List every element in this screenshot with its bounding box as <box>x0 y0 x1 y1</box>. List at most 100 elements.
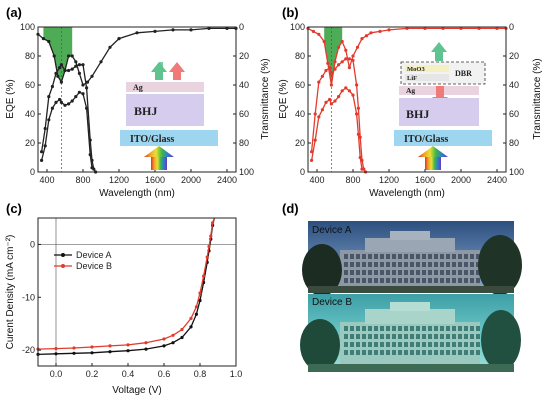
device-photos: Device A Device B <box>300 221 522 372</box>
facade-window <box>404 326 408 331</box>
data-point <box>67 102 71 106</box>
photo-device-b: Device B <box>300 294 521 372</box>
facade-window <box>440 262 444 267</box>
facade-window <box>440 326 444 331</box>
data-point <box>194 305 198 309</box>
data-point <box>328 97 332 102</box>
x-tick-label: 0.4 <box>122 369 135 379</box>
data-point <box>43 144 47 148</box>
data-point <box>311 29 315 33</box>
facade-window <box>464 262 468 267</box>
data-point <box>70 99 74 103</box>
x-tick-label: 1200 <box>379 175 399 185</box>
eqe-transmittance-chart-b: 400 800 1200 1600 2000 2400 0 20 40 60 80 100 0 20 4… <box>278 22 543 199</box>
facade-window <box>380 342 384 347</box>
data-point <box>67 54 71 58</box>
data-point <box>351 93 355 97</box>
legend: Device A Device B <box>54 250 112 271</box>
data-point <box>85 86 89 90</box>
facade-window <box>464 334 468 339</box>
data-point <box>356 132 360 136</box>
jv-series-device-b <box>37 217 216 350</box>
data-point <box>90 351 94 355</box>
facade-window <box>434 326 438 331</box>
data-point <box>356 106 360 110</box>
data-point <box>317 80 321 84</box>
data-point <box>322 39 326 44</box>
data-point <box>355 45 360 49</box>
facade-window <box>386 334 390 339</box>
facade-window <box>386 262 390 267</box>
data-point <box>50 106 55 110</box>
layer-label: ITO/Glass <box>404 134 448 145</box>
data-point <box>90 166 94 170</box>
x-tick-label: 400 <box>309 175 324 185</box>
facade-window <box>464 278 468 283</box>
facade-window <box>410 350 414 355</box>
facade-window <box>434 278 438 283</box>
facade-window <box>422 350 426 355</box>
data-point <box>74 95 78 99</box>
facade-window <box>344 334 348 339</box>
y-tick-label: 40 <box>295 109 305 119</box>
data-point <box>477 26 481 30</box>
y-tick-label: 0 <box>300 167 305 177</box>
facade-window <box>362 254 366 259</box>
data-point <box>194 312 198 316</box>
facade-window <box>410 334 414 339</box>
facade-window <box>458 334 462 339</box>
facade-window <box>404 278 408 283</box>
y2-tick-label: 60 <box>239 109 249 119</box>
facade-window <box>476 270 480 275</box>
facade-window <box>386 342 390 347</box>
layer-label: BHJ <box>134 104 157 118</box>
y2-tick-label: 0 <box>239 22 244 32</box>
facade-window <box>374 278 378 283</box>
data-point <box>333 99 337 103</box>
facade-window <box>416 270 420 275</box>
layer-ag <box>126 82 204 92</box>
x-tick-label: 0.6 <box>158 369 171 379</box>
facade-window <box>404 350 408 355</box>
y-tick-label: 60 <box>25 80 35 90</box>
data-point <box>360 37 364 41</box>
facade-window <box>446 334 450 339</box>
data-point <box>180 327 184 332</box>
y2-tick-label: 20 <box>239 51 249 61</box>
data-point <box>108 45 112 49</box>
facade-window <box>392 350 396 355</box>
facade-window <box>374 262 378 267</box>
facade-window <box>368 342 372 347</box>
data-point <box>180 335 184 340</box>
eqe-series <box>310 87 363 170</box>
facade-window <box>392 270 396 275</box>
facade-window <box>428 334 432 339</box>
y-tick-label: 20 <box>25 138 35 148</box>
facade-window <box>410 254 414 259</box>
facade-window <box>410 278 414 283</box>
facade-window <box>440 334 444 339</box>
facade-window <box>446 254 450 259</box>
facade-window <box>446 262 450 267</box>
facade-window <box>380 254 384 259</box>
facade-window <box>452 326 456 331</box>
facade-window <box>440 342 444 347</box>
facade-window <box>458 350 462 355</box>
facade-window <box>344 270 348 275</box>
data-point <box>358 155 362 160</box>
data-point <box>117 37 121 41</box>
data-point <box>108 344 112 348</box>
facade-window <box>350 334 354 339</box>
data-point <box>59 100 64 104</box>
facade-window <box>404 342 408 347</box>
facade-window <box>398 334 402 339</box>
data-point <box>135 31 139 35</box>
facade-window <box>350 278 354 283</box>
facade-window <box>362 278 366 283</box>
facade-window <box>398 262 402 267</box>
legend-label-device-a: Device A <box>76 250 112 260</box>
data-point <box>347 89 351 93</box>
data-point <box>209 234 213 238</box>
facade-window <box>440 254 444 259</box>
y2-axis-label-b: Transmittance (%) <box>532 58 543 139</box>
